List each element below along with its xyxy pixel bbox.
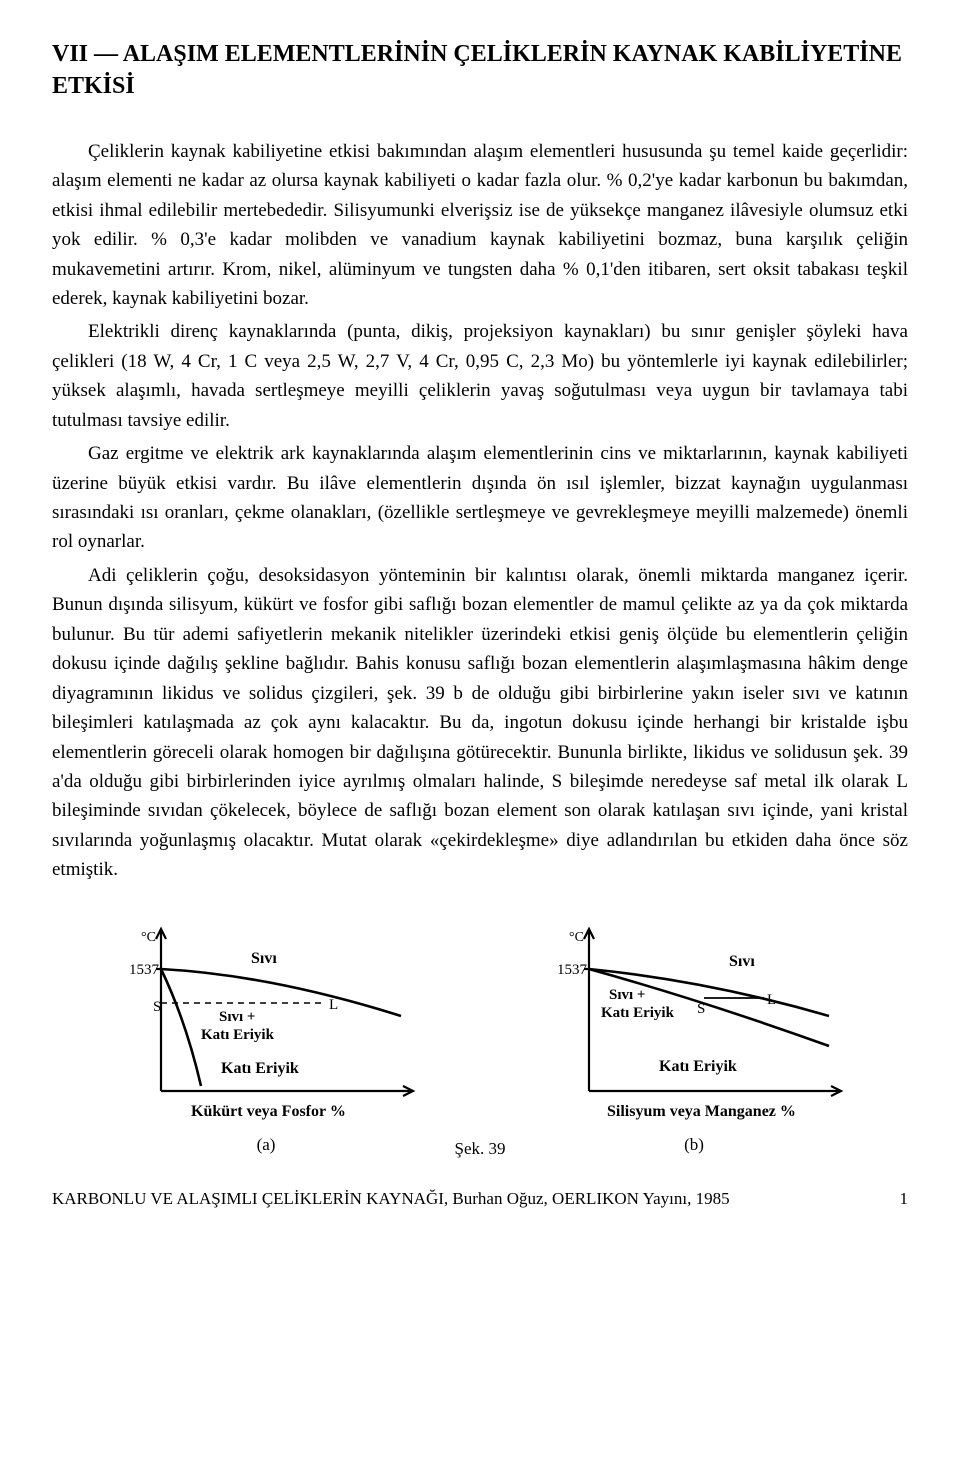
- y-tick-label: 1537: [129, 962, 160, 978]
- paragraph-1: Çeliklerin kaynak kabiliyetine etkisi ba…: [52, 137, 908, 314]
- region-top: Sıvı: [251, 950, 277, 967]
- paragraph-2: Elektrikli direnç kaynaklarında (punta, …: [52, 317, 908, 435]
- region-mid-2: Katı Eriyik: [201, 1027, 275, 1043]
- region-mid-2: Katı Eriyik: [601, 1005, 675, 1021]
- region-mid-1: Sıvı +: [609, 987, 645, 1003]
- x-axis-label: Silisyum veya Manganez %: [607, 1103, 796, 1120]
- y-unit-label: °C: [569, 930, 584, 945]
- label-s: S: [697, 1001, 705, 1017]
- phase-diagram-a: 1537 °C S L Sıvı Sıvı + Katı Eriyik Katı…: [101, 911, 431, 1131]
- region-bot: Katı Eriyik: [659, 1058, 737, 1075]
- figure-39a: 1537 °C S L Sıvı Sıvı + Katı Eriyik Katı…: [101, 911, 431, 1155]
- figure-39b: 1537 °C S L Sıvı Sıvı + Katı Eriyik Katı…: [529, 911, 859, 1155]
- page-number: 1: [900, 1189, 909, 1209]
- y-tick-label: 1537: [557, 962, 588, 978]
- figure-39a-sub: (a): [257, 1135, 276, 1155]
- figure-39b-sub: (b): [684, 1135, 704, 1155]
- paragraph-4: Adi çeliklerin çoğu, desoksidasyon yönte…: [52, 561, 908, 885]
- figure-39: 1537 °C S L Sıvı Sıvı + Katı Eriyik Katı…: [52, 911, 908, 1155]
- footer-citation: KARBONLU VE ALAŞIMLI ÇELİKLERİN KAYNAĞI,…: [52, 1189, 730, 1209]
- x-axis-label: Kükürt veya Fosfor %: [191, 1103, 346, 1120]
- label-l: L: [329, 997, 338, 1013]
- page: VII — ALAŞIM ELEMENTLERİNİN ÇELİKLERİN K…: [0, 0, 960, 1189]
- region-mid-1: Sıvı +: [219, 1009, 255, 1025]
- chapter-title: VII — ALAŞIM ELEMENTLERİNİN ÇELİKLERİN K…: [52, 38, 908, 103]
- region-top: Sıvı: [729, 953, 755, 970]
- phase-diagram-b: 1537 °C S L Sıvı Sıvı + Katı Eriyik Katı…: [529, 911, 859, 1131]
- page-footer: KARBONLU VE ALAŞIMLI ÇELİKLERİN KAYNAĞI,…: [0, 1189, 960, 1223]
- paragraph-3: Gaz ergitme ve elektrik ark kaynaklarınd…: [52, 439, 908, 557]
- label-l: L: [767, 992, 776, 1008]
- y-unit-label: °C: [141, 930, 156, 945]
- region-bot: Katı Eriyik: [221, 1060, 299, 1077]
- label-s: S: [153, 999, 161, 1015]
